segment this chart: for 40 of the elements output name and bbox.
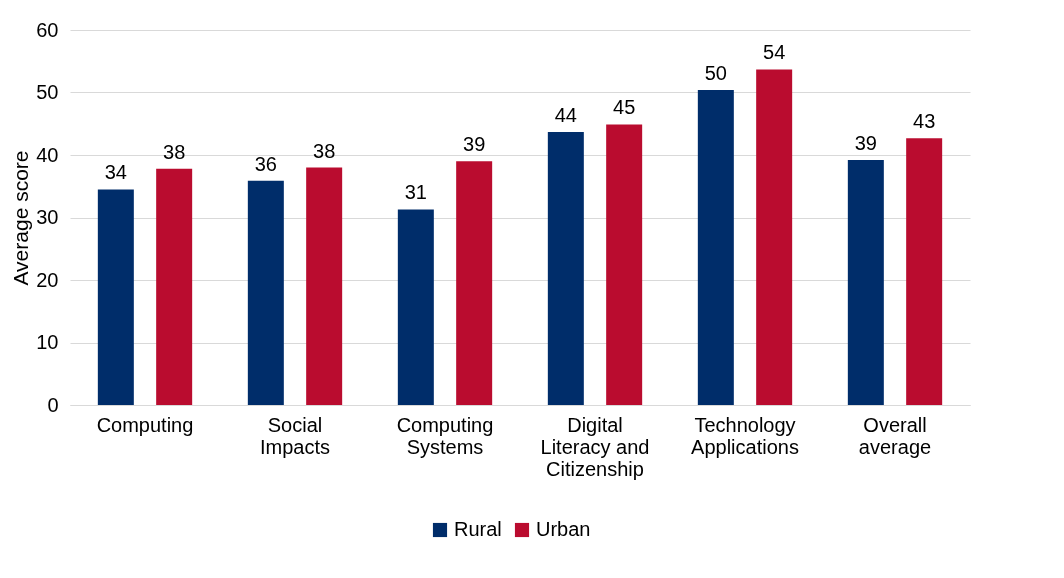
x-tick-label: Computing: [96, 413, 194, 436]
data-label: 50: [704, 62, 727, 84]
bar: [756, 69, 793, 405]
x-tick-label: Digital Literacy and Citizenship: [540, 413, 650, 480]
y-tick-label: 50: [36, 81, 59, 103]
legend-label: Urban: [536, 518, 591, 540]
bar: [97, 189, 134, 405]
data-label: 38: [163, 140, 186, 163]
bar: [906, 138, 943, 405]
x-tick-label: Overall average: [858, 413, 932, 458]
bar: [456, 161, 493, 405]
data-label: 36: [254, 152, 277, 175]
data-label: 43: [913, 110, 936, 133]
data-label: 34: [104, 161, 127, 184]
y-tick-label: 10: [36, 331, 59, 353]
x-tick-label: Social Impacts: [259, 413, 331, 458]
y-tick-label: 60: [36, 18, 59, 41]
data-label: 45: [613, 96, 636, 119]
bar: [156, 168, 193, 405]
data-label: 44: [554, 103, 577, 126]
x-tick-label: Computing Systems: [396, 413, 494, 458]
bar: [697, 90, 734, 405]
y-tick-label: 30: [36, 206, 59, 228]
bar: [397, 209, 434, 405]
data-label: 39: [854, 132, 877, 154]
data-label: 31: [404, 181, 427, 204]
legend-label: Rural: [454, 518, 502, 540]
data-label: 38: [313, 139, 336, 162]
x-tick-label: Technology Applications: [691, 413, 799, 458]
y-tick-label: 40: [36, 143, 59, 166]
bar: [547, 131, 584, 405]
data-label: 39: [463, 133, 486, 156]
y-tick-label: 0: [47, 393, 59, 416]
y-axis-title: Average score: [9, 150, 33, 286]
bar: [606, 124, 643, 405]
bar: [847, 160, 884, 405]
data-label: 54: [763, 41, 786, 64]
bar: [306, 167, 343, 405]
y-tick-label: 20: [36, 268, 59, 291]
bar: [247, 180, 284, 405]
